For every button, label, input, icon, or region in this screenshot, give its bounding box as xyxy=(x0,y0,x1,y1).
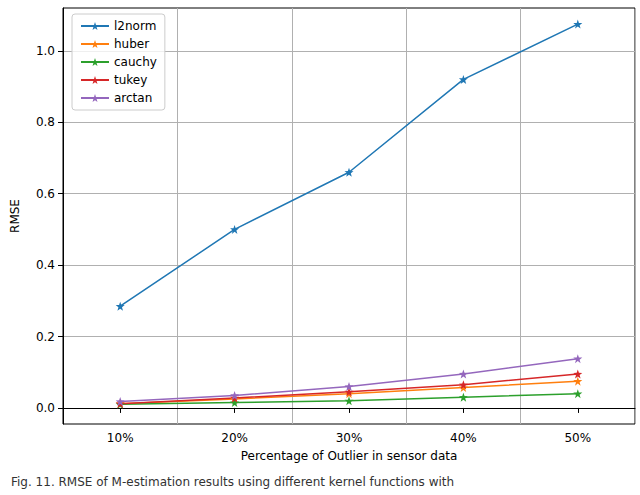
svg-text:20%: 20% xyxy=(221,431,248,445)
svg-text:cauchy: cauchy xyxy=(114,55,157,69)
svg-text:0.2: 0.2 xyxy=(36,330,55,344)
svg-text:0.4: 0.4 xyxy=(36,258,55,272)
svg-text:l2norm: l2norm xyxy=(114,19,156,33)
svg-text:Fig. 11. RMSE of M-estimation: Fig. 11. RMSE of M-estimation results us… xyxy=(11,475,454,489)
svg-text:1.0: 1.0 xyxy=(36,44,55,58)
svg-text:0.8: 0.8 xyxy=(36,115,55,129)
svg-text:RMSE: RMSE xyxy=(8,199,22,233)
svg-text:40%: 40% xyxy=(450,431,477,445)
svg-text:arctan: arctan xyxy=(114,91,152,105)
svg-text:50%: 50% xyxy=(564,431,591,445)
svg-text:huber: huber xyxy=(114,37,149,51)
svg-text:Percentage of Outlier in senso: Percentage of Outlier in sensor data xyxy=(241,449,458,463)
svg-text:0.6: 0.6 xyxy=(36,187,55,201)
svg-text:tukey: tukey xyxy=(114,73,147,87)
svg-text:10%: 10% xyxy=(107,431,134,445)
svg-text:0.0: 0.0 xyxy=(36,401,55,415)
svg-text:30%: 30% xyxy=(336,431,363,445)
